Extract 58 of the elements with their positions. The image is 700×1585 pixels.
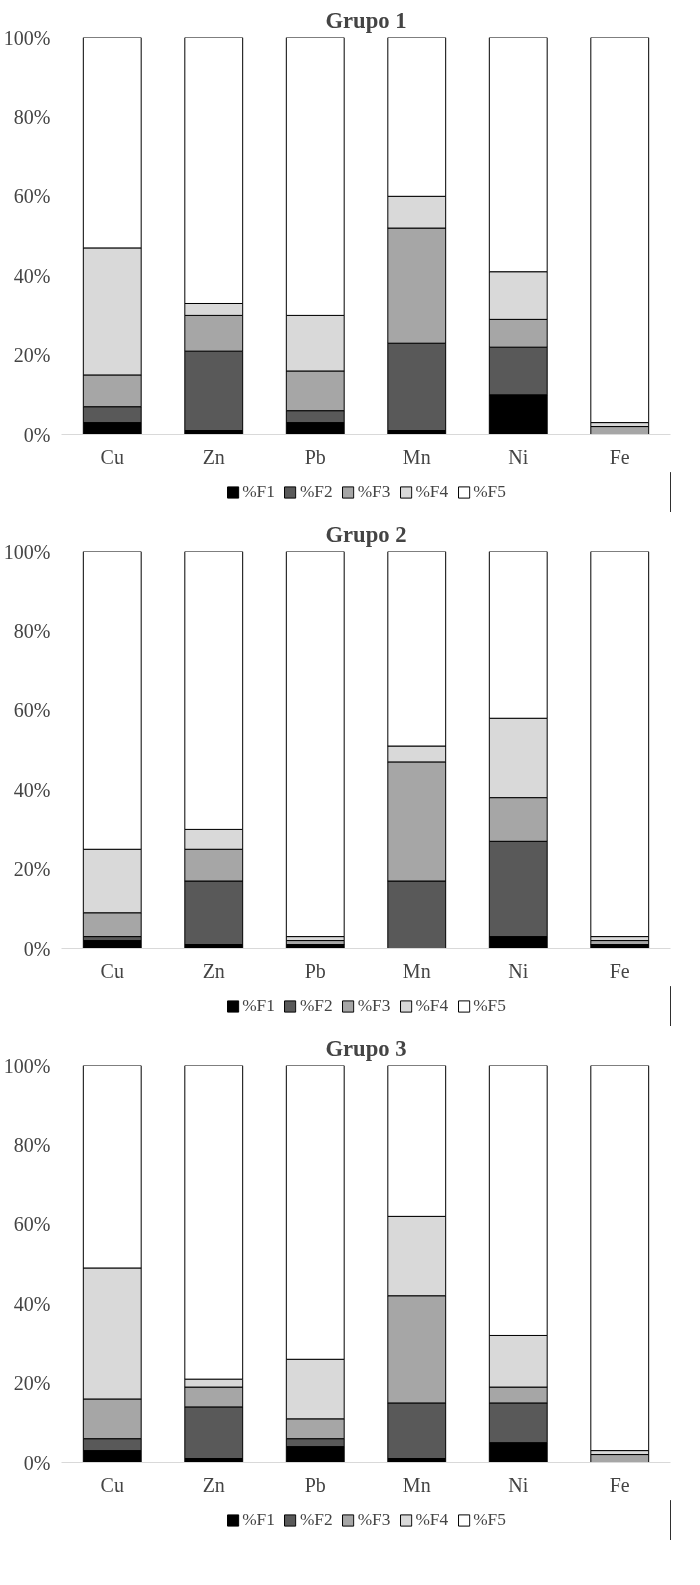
- bar: [590, 37, 650, 424]
- legend-label: %F5: [473, 996, 506, 1016]
- legend-label: %F4: [415, 996, 449, 1016]
- y-tick-label: 100%: [3, 1054, 51, 1077]
- x-tick-label: Zn: [202, 445, 225, 468]
- x-tick-label: Cu: [100, 1473, 124, 1496]
- x-tick-label: Ni: [508, 445, 529, 468]
- legend-label: %F1: [242, 1510, 275, 1530]
- x-tick-label: Fe: [609, 445, 630, 468]
- x-tick-label: Ni: [508, 1473, 529, 1496]
- legend-label: %F2: [299, 996, 333, 1016]
- y-tick-label: 0%: [23, 423, 51, 446]
- y-tick-label: 60%: [13, 1213, 51, 1236]
- y-tick-label: 80%: [13, 1133, 51, 1156]
- legend-label: %F4: [415, 1510, 449, 1530]
- x-tick-label: Pb: [304, 1473, 326, 1496]
- x-tick-label: Mn: [402, 445, 431, 468]
- chart-title: Grupo 3: [325, 1035, 407, 1061]
- y-tick-label: 100%: [3, 26, 51, 49]
- y-tick-label: 100%: [3, 540, 51, 563]
- y-tick-label: 0%: [23, 937, 51, 960]
- chart-title: Grupo 2: [325, 521, 407, 547]
- legend-label: %F3: [357, 996, 391, 1016]
- y-tick-label: 80%: [13, 105, 51, 128]
- x-tick-label: Fe: [609, 959, 630, 982]
- legend-label: %F5: [473, 1510, 506, 1530]
- y-tick-label: 40%: [13, 1292, 51, 1315]
- y-tick-label: 60%: [13, 699, 51, 722]
- y-tick-label: 60%: [13, 185, 51, 208]
- chart-title: Grupo 1: [325, 7, 407, 33]
- legend-label: %F1: [242, 996, 275, 1016]
- x-tick-label: Zn: [202, 959, 225, 982]
- x-tick-label: Mn: [402, 959, 431, 982]
- x-tick-label: Cu: [100, 445, 124, 468]
- bar: [590, 1065, 650, 1452]
- x-tick-label: Fe: [609, 1473, 630, 1496]
- y-tick-label: 20%: [13, 858, 51, 881]
- bar: [590, 551, 650, 938]
- bar: [285, 551, 345, 938]
- x-tick-label: Zn: [202, 1473, 225, 1496]
- legend-label: %F2: [299, 1510, 333, 1530]
- y-tick-label: 40%: [13, 778, 51, 801]
- y-tick-label: 0%: [23, 1451, 51, 1474]
- x-tick-label: Pb: [304, 445, 326, 468]
- y-tick-label: 20%: [13, 344, 51, 367]
- legend-label: %F4: [415, 482, 449, 502]
- legend-label: %F5: [473, 482, 506, 502]
- legend-label: %F3: [357, 482, 391, 502]
- y-tick-label: 40%: [13, 264, 51, 287]
- legend-label: %F3: [357, 1510, 391, 1530]
- y-tick-label: 80%: [13, 619, 51, 642]
- x-tick-label: Pb: [304, 959, 326, 982]
- legend-label: %F1: [242, 482, 275, 502]
- x-tick-label: Ni: [508, 959, 529, 982]
- y-tick-label: 20%: [13, 1372, 51, 1395]
- x-tick-label: Mn: [402, 1473, 431, 1496]
- legend-label: %F2: [299, 482, 333, 502]
- x-tick-label: Cu: [100, 959, 124, 982]
